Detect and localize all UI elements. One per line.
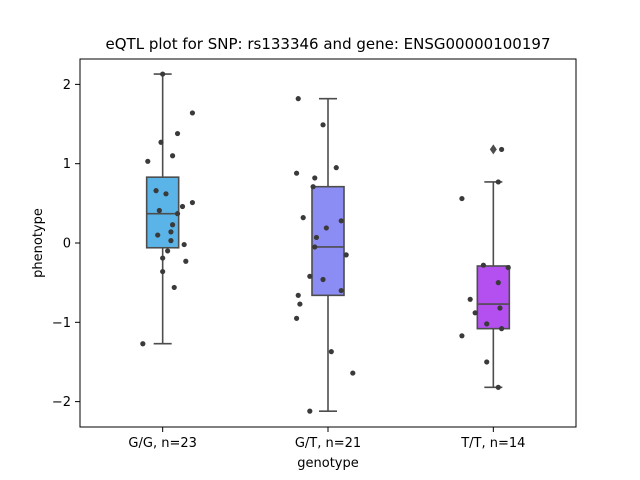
y-tick-label: 2: [63, 78, 71, 93]
data-point: [169, 153, 176, 159]
data-point: [295, 96, 301, 102]
data-point: [140, 341, 146, 347]
data-point: [480, 262, 487, 268]
data-point: [343, 252, 349, 258]
box-iqr: [476, 265, 511, 330]
data-point: [307, 273, 313, 279]
y-axis-label: phenotype: [31, 208, 46, 278]
data-point: [160, 71, 166, 77]
x-tick-label: G/G, n=23: [128, 436, 196, 451]
strip-points-1: [293, 96, 356, 414]
y-axis: −2 −1 0 1 2: [52, 78, 80, 410]
x-axis: G/G, n=23 G/T, n=21 T/T, n=14: [128, 427, 525, 451]
data-point: [338, 287, 344, 294]
box-iqr: [311, 185, 345, 297]
y-tick-label: −2: [52, 395, 71, 410]
data-point: [171, 284, 177, 291]
data-point: [297, 301, 303, 307]
data-point: [300, 215, 306, 221]
data-point: [312, 244, 318, 250]
data-point: [174, 211, 181, 217]
y-tick-label: −1: [52, 316, 71, 331]
box-gg: [145, 73, 180, 345]
data-point: [174, 130, 181, 137]
data-point: [495, 280, 501, 286]
data-point: [338, 218, 344, 224]
data-point: [459, 195, 465, 202]
data-point: [189, 199, 196, 206]
data-point: [495, 179, 501, 185]
data-point: [310, 184, 316, 190]
plot-area: [140, 71, 511, 414]
data-point: [179, 203, 186, 210]
data-point: [495, 384, 501, 390]
data-point: [320, 276, 326, 283]
y-tick-label: 0: [63, 237, 71, 252]
data-point: [145, 158, 151, 164]
data-point: [323, 225, 329, 231]
outlier-marker: [489, 144, 497, 155]
data-point: [155, 232, 161, 238]
data-point: [467, 296, 473, 302]
data-point: [307, 408, 313, 414]
data-point: [160, 268, 166, 275]
data-point: [168, 229, 174, 235]
data-point: [459, 333, 465, 339]
data-point: [313, 234, 320, 241]
strip-points-0: [140, 71, 196, 347]
strip-points-2: [459, 146, 511, 390]
box-iqr: [145, 176, 180, 249]
data-point: [181, 241, 187, 248]
data-point: [189, 110, 196, 116]
data-point: [293, 170, 300, 176]
data-point: [333, 165, 339, 171]
data-point: [505, 264, 511, 271]
chart-title: eQTL plot for SNP: rs133346 and gene: EN…: [106, 35, 551, 53]
data-point: [163, 191, 169, 197]
data-point: [472, 310, 478, 316]
data-point: [165, 248, 171, 254]
data-point: [153, 188, 159, 194]
data-point: [499, 326, 505, 332]
x-axis-label: genotype: [297, 456, 358, 471]
data-point: [499, 146, 505, 153]
data-point: [183, 258, 189, 264]
data-point: [293, 315, 300, 321]
x-tick-label: G/T, n=21: [295, 436, 361, 451]
data-point: [350, 370, 356, 376]
data-point: [169, 222, 176, 228]
data-point: [320, 122, 326, 128]
data-point: [168, 238, 174, 244]
data-point: [312, 175, 318, 181]
data-point: [328, 349, 334, 355]
data-point: [295, 292, 301, 298]
y-tick-label: 1: [63, 157, 71, 172]
data-point: [158, 139, 164, 145]
x-tick-label: T/T, n=14: [460, 436, 525, 451]
data-point: [484, 359, 490, 365]
data-point: [156, 207, 162, 214]
data-point: [497, 305, 503, 311]
data-point: [484, 321, 490, 327]
box-gt: [311, 97, 345, 412]
data-point: [160, 255, 166, 261]
